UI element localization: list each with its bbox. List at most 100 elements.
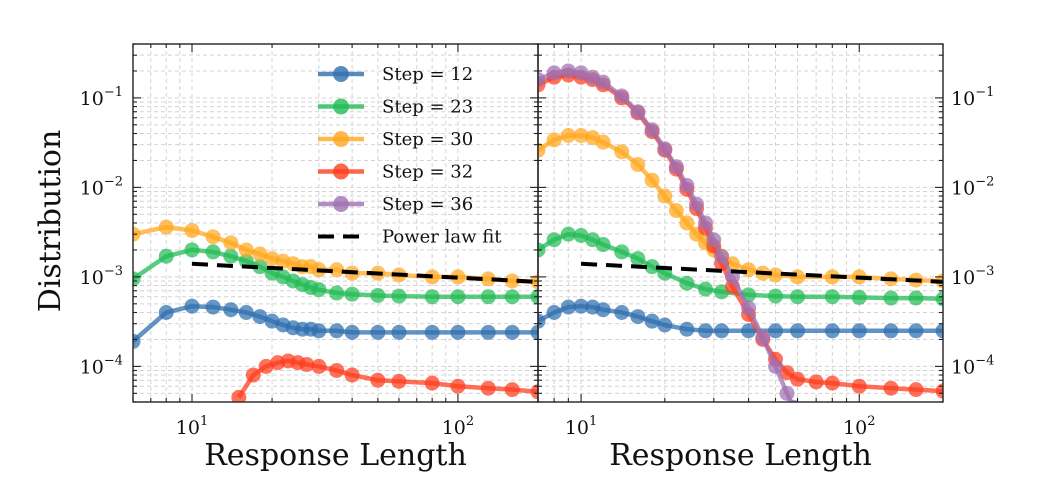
data-point-step-12 — [329, 323, 345, 339]
data-point-step-30 — [205, 229, 221, 245]
data-point-step-23 — [158, 248, 174, 264]
data-point-step-32 — [504, 382, 520, 398]
data-point-step-30 — [644, 172, 660, 188]
legend-label-step-30: Step = 30 — [382, 129, 473, 150]
data-point-step-36 — [779, 385, 795, 401]
data-point-step-23 — [344, 286, 360, 302]
data-point-step-32 — [480, 380, 496, 396]
data-point-step-23 — [184, 242, 200, 258]
data-point-step-12 — [344, 324, 360, 340]
data-point-step-32 — [258, 358, 274, 374]
data-point-step-12 — [714, 323, 730, 339]
data-point-step-12 — [824, 323, 840, 339]
data-point-step-30 — [614, 144, 630, 160]
data-point-step-23 — [329, 285, 345, 301]
data-point-step-12 — [480, 324, 496, 340]
data-point-step-36 — [668, 159, 684, 175]
data-point-step-12 — [573, 298, 589, 314]
legend-label-step-12: Step = 12 — [382, 64, 473, 85]
data-point-step-23 — [790, 289, 806, 305]
legend-marker-step-36 — [333, 196, 349, 212]
data-point-step-32 — [424, 375, 440, 391]
data-point-step-36 — [768, 358, 784, 374]
legend-label-power-law-fit: Power law fit — [382, 227, 502, 248]
data-point-step-30 — [546, 132, 562, 148]
data-point-step-23 — [133, 271, 141, 287]
legend-marker-step-23 — [333, 98, 349, 115]
data-point-step-36 — [657, 141, 673, 157]
data-point-step-30 — [573, 127, 589, 143]
data-point-step-12 — [908, 323, 924, 339]
data-point-step-32 — [851, 378, 867, 394]
data-point-step-30 — [504, 273, 520, 289]
data-point-step-12 — [538, 313, 546, 329]
y-tick-label: 10−1 — [80, 85, 123, 110]
x-axis-label: Response Length — [204, 438, 467, 473]
data-point-step-12 — [546, 305, 562, 320]
x-tick-label: 102 — [843, 414, 875, 439]
data-point-step-23 — [644, 259, 660, 275]
data-point-step-23 — [450, 289, 466, 305]
data-point-step-32 — [329, 362, 345, 378]
legend-marker-step-30 — [333, 131, 349, 147]
data-point-step-30 — [657, 188, 673, 204]
data-point-step-12 — [133, 333, 141, 349]
data-point-step-23 — [252, 259, 268, 275]
x-axis-label: Response Length — [609, 438, 872, 473]
legend-label-step-32: Step = 32 — [382, 162, 473, 183]
data-point-step-32 — [370, 372, 386, 388]
data-point-step-23 — [370, 287, 386, 303]
y-tick-label: 10−4 — [951, 353, 994, 378]
data-point-step-12 — [595, 302, 611, 318]
data-point-step-30 — [223, 235, 239, 251]
data-point-step-32 — [935, 383, 943, 399]
series-group — [133, 219, 538, 402]
data-point-step-32 — [311, 358, 327, 374]
data-point-step-23 — [480, 289, 496, 305]
data-point-step-23 — [504, 289, 520, 305]
data-point-step-36 — [706, 232, 722, 248]
data-point-step-30 — [450, 269, 466, 285]
data-point-step-12 — [657, 317, 673, 333]
data-point-step-32 — [808, 374, 824, 390]
data-point-step-32 — [231, 389, 247, 402]
data-point-step-32 — [530, 384, 538, 400]
data-point-step-12 — [935, 323, 943, 339]
data-point-step-12 — [223, 302, 239, 318]
power-law-fit-line — [580, 261, 943, 284]
data-point-step-12 — [238, 305, 254, 320]
data-point-step-36 — [679, 177, 695, 193]
legend-marker-step-12 — [333, 66, 349, 82]
data-point-step-32 — [245, 367, 261, 383]
legend: Step = 12 Step = 23 Step = 30 Step = 32 Step… — [318, 64, 502, 248]
data-point-step-23 — [935, 291, 943, 307]
x-tick-label: 101 — [565, 414, 597, 439]
data-point-step-12 — [644, 313, 660, 329]
data-point-step-23 — [697, 281, 713, 297]
data-point-step-36 — [538, 72, 546, 88]
data-point-step-30 — [560, 127, 576, 143]
data-point-step-32 — [391, 373, 407, 389]
data-point-step-12 — [184, 298, 200, 314]
data-point-step-36 — [595, 74, 611, 90]
data-point-step-30 — [480, 271, 496, 287]
power-law-fit-line — [191, 261, 538, 284]
panel-left: 101 102 10−4 10−3 10−2 10−1 Response Length — [80, 43, 539, 473]
data-point-step-36 — [755, 330, 771, 346]
data-point-step-12 — [630, 309, 646, 325]
data-point-step-12 — [741, 323, 757, 339]
data-point-step-12 — [205, 299, 221, 315]
data-point-step-23 — [679, 275, 695, 291]
grid — [132, 43, 539, 403]
data-point-step-30 — [768, 267, 784, 283]
x-tick-label: 101 — [176, 414, 208, 439]
data-point-step-23 — [573, 227, 589, 243]
data-point-step-12 — [679, 321, 695, 337]
data-point-step-12 — [158, 305, 174, 320]
series-line-step-30 — [538, 133, 943, 284]
x-tick-label: 102 — [442, 414, 474, 439]
y-tick-label: 10−3 — [951, 264, 994, 289]
y-axis-label: Distribution — [33, 130, 68, 313]
data-point-step-12 — [370, 324, 386, 340]
